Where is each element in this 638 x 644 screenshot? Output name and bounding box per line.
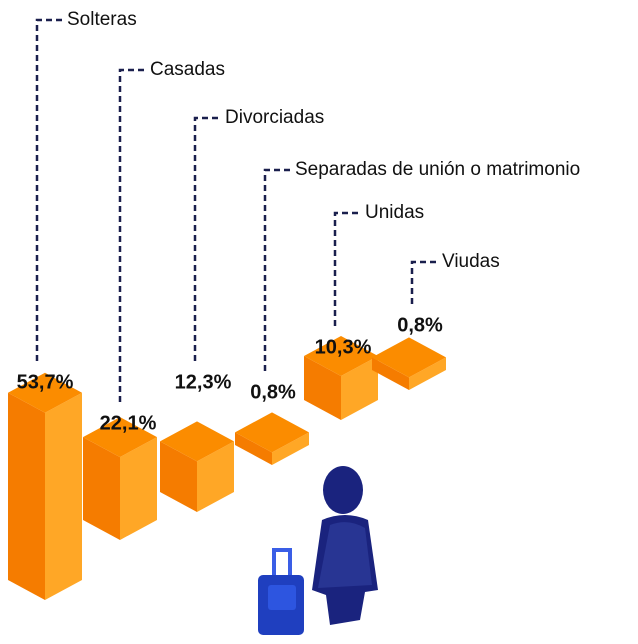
category-label: Casadas <box>150 59 225 80</box>
bar-right-face <box>409 357 446 390</box>
bar-top-face <box>160 421 234 462</box>
suitcase-handle <box>272 548 292 575</box>
category-label: Separadas de unión o matrimonio <box>295 159 580 180</box>
leader-line <box>263 168 291 371</box>
category-label: Divorciadas <box>225 107 324 128</box>
leader-line <box>193 116 221 361</box>
bar-left-face <box>372 357 409 390</box>
value-label: 53,7% <box>17 371 74 393</box>
category-label: Viudas <box>442 251 500 272</box>
bar-left-face <box>8 392 45 600</box>
category-label: Unidas <box>365 202 424 223</box>
bar-left-face <box>83 437 120 540</box>
value-label: 0,8% <box>397 314 443 336</box>
bar-right-face <box>197 441 234 512</box>
category-label: Solteras <box>67 9 137 30</box>
bar-left-face <box>235 432 272 465</box>
bar-right-face <box>45 392 82 600</box>
bar-right-face <box>272 432 309 465</box>
bar-top-face <box>304 336 378 377</box>
bar-top-face <box>8 372 82 413</box>
bar-left-face <box>304 356 341 420</box>
bar-right-face <box>341 356 378 420</box>
suitcase-pocket <box>268 585 296 610</box>
traveler-illustration <box>258 466 378 635</box>
person-head <box>323 466 363 514</box>
bar-right-face <box>120 437 157 540</box>
bar-top-face <box>372 337 446 378</box>
value-label: 12,3% <box>175 371 232 393</box>
bar-left-face <box>160 441 197 512</box>
value-label: 0,8% <box>250 381 296 403</box>
value-label: 22,1% <box>100 412 157 434</box>
person-dress <box>318 522 372 588</box>
value-label: 10,3% <box>315 336 372 358</box>
leader-line <box>333 211 361 326</box>
leader-line <box>35 18 63 361</box>
leader-line <box>410 260 438 304</box>
bar-top-face <box>83 417 157 458</box>
leader-line <box>118 68 146 402</box>
bar-top-face <box>235 412 309 453</box>
